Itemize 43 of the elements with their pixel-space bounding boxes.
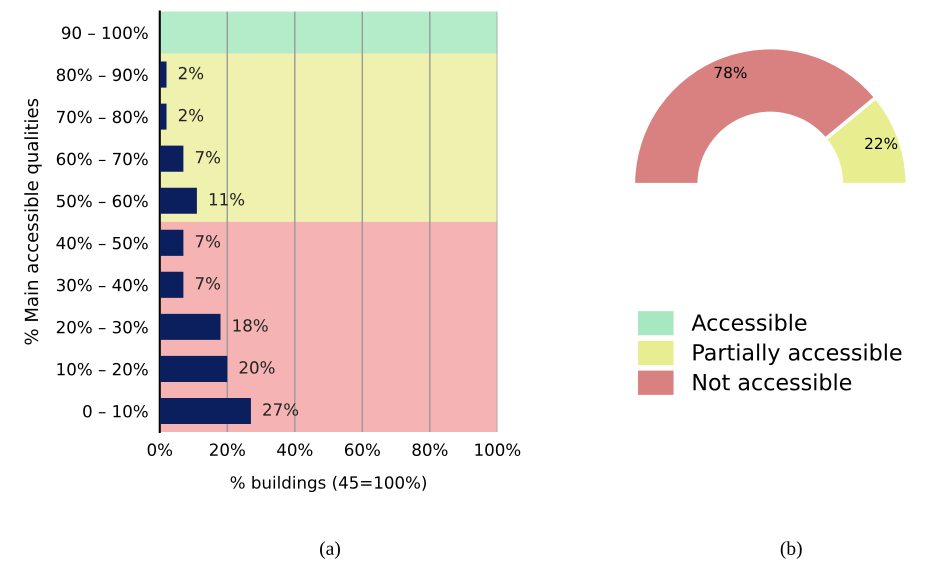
x-axis-title: % buildings (45=100%) — [230, 476, 426, 492]
bar — [160, 314, 221, 340]
data-label: 2% — [178, 108, 204, 122]
bar — [160, 62, 167, 88]
y-tick-label: 30% – 40% — [56, 278, 148, 292]
data-label: 7% — [196, 235, 220, 248]
bar — [160, 104, 167, 130]
bar — [160, 272, 184, 298]
data-label: 20% — [240, 361, 275, 374]
x-tick-label: 0% — [148, 443, 172, 456]
data-label: 7% — [196, 150, 220, 164]
x-tick-label: 60% — [344, 443, 380, 456]
y-tick-label: 60% – 70% — [56, 152, 148, 166]
bar — [160, 398, 251, 424]
y-tick-label: 0 – 10% — [83, 404, 148, 418]
x-tick-label: 20% — [210, 443, 245, 456]
y-tick-label: 80% – 90% — [56, 68, 148, 82]
y-tick-label: 70% – 80% — [57, 110, 148, 124]
legend-label: Partially accessible — [694, 344, 902, 366]
bar — [160, 230, 184, 256]
bar — [160, 146, 184, 172]
x-tick-label: 80% — [412, 443, 448, 456]
data-label: 78% — [714, 66, 747, 78]
text: (a) — [320, 541, 340, 559]
y-tick-label: 10% – 20% — [57, 362, 148, 376]
y-axis-title: % Main accessible qualities — [24, 98, 42, 345]
data-label: 18% — [233, 319, 268, 332]
data-label: 22% — [865, 138, 898, 150]
y-tick-label: 20% – 30% — [56, 320, 148, 334]
legend-label: Accessible — [692, 314, 806, 331]
y-tick-label: 40% – 50% — [56, 236, 148, 250]
bar — [160, 188, 197, 214]
data-label: 2% — [178, 66, 204, 80]
legend-label: Not accessible — [694, 373, 852, 391]
text: (b) — [780, 541, 802, 559]
data-label: 7% — [196, 277, 220, 290]
x-tick-label: 100% — [475, 443, 520, 456]
y-tick-label: 50% – 60% — [56, 194, 148, 208]
bar — [160, 356, 228, 382]
x-tick-label: 40% — [277, 443, 312, 456]
data-label: 27% — [263, 403, 298, 416]
y-tick-label: 90 – 100% — [62, 26, 148, 40]
data-label: 11% — [210, 192, 244, 206]
